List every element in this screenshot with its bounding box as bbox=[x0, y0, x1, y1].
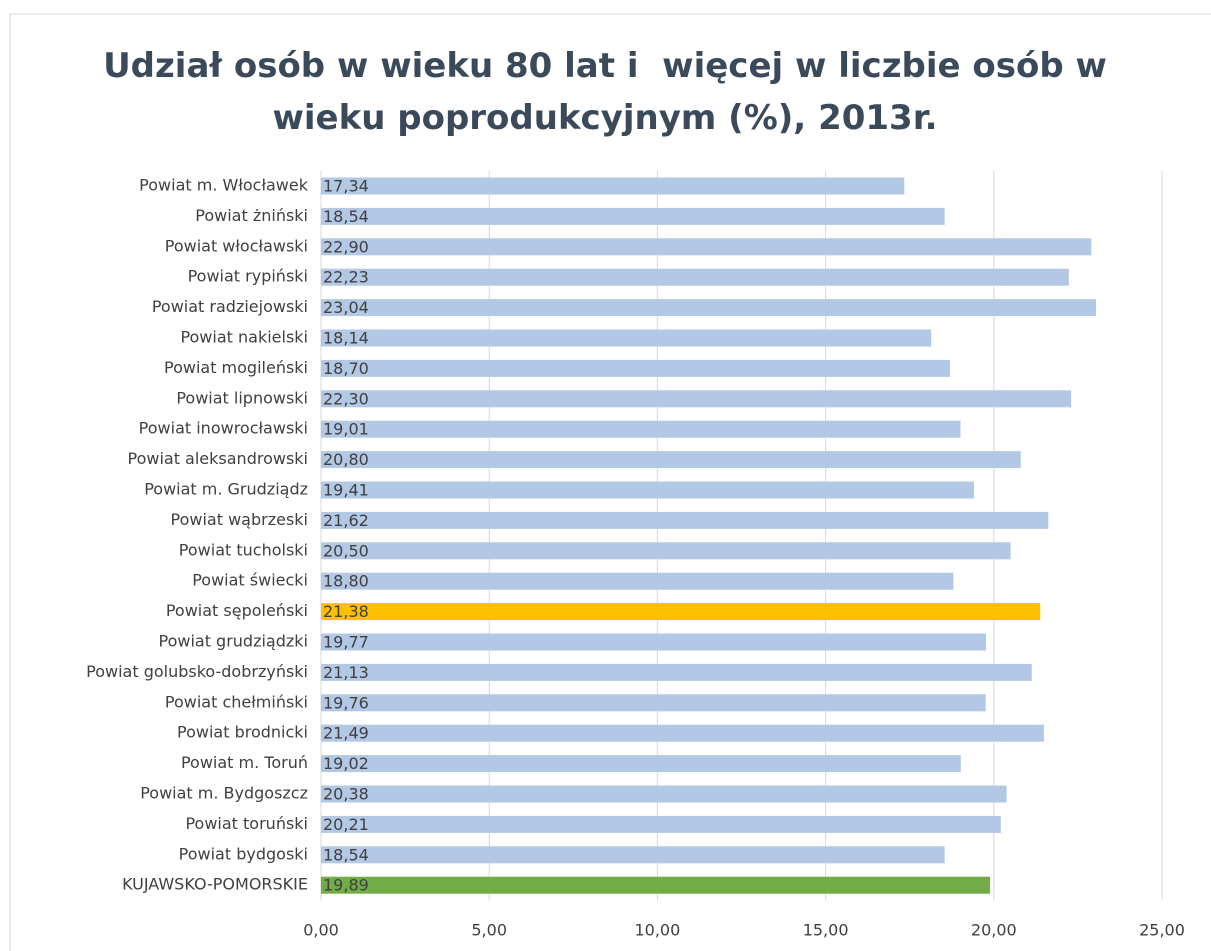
y-tick-label: KUJAWSKO-POMORSKIE bbox=[122, 875, 308, 894]
bar bbox=[321, 815, 1001, 833]
y-tick-label: Powiat świecki bbox=[192, 571, 308, 590]
bar bbox=[321, 238, 1092, 256]
chart-frame bbox=[9, 13, 1211, 951]
y-tick-label: Powiat wąbrzeski bbox=[171, 510, 308, 529]
x-tick-label: 10,00 bbox=[634, 921, 680, 940]
bar bbox=[321, 451, 1021, 469]
bar bbox=[321, 420, 961, 438]
data-label: 19,76 bbox=[323, 693, 369, 712]
data-label: 21,49 bbox=[323, 724, 369, 743]
bar bbox=[321, 846, 945, 864]
y-tick-label: Powiat włocławski bbox=[165, 236, 308, 255]
y-tick-label: Powiat rypiński bbox=[188, 267, 308, 286]
y-tick-label: Powiat inowrocławski bbox=[139, 419, 308, 438]
y-tick-label: Powiat chełmiński bbox=[165, 692, 308, 711]
data-label: 18,80 bbox=[323, 572, 369, 591]
y-tick-label: Powiat aleksandrowski bbox=[127, 449, 308, 468]
x-tick-label: 20,00 bbox=[971, 921, 1017, 940]
bar bbox=[321, 572, 954, 590]
bar bbox=[321, 785, 1007, 803]
y-tick-label: Powiat brodnicki bbox=[177, 723, 308, 742]
x-tick-label: 15,00 bbox=[803, 921, 849, 940]
data-label: 22,30 bbox=[323, 389, 369, 408]
bar bbox=[321, 694, 986, 712]
data-label: 23,04 bbox=[323, 298, 369, 317]
y-tick-label: Powiat nakielski bbox=[180, 328, 308, 347]
bar bbox=[321, 603, 1041, 621]
y-tick-label: Powiat golubsko-dobrzyński bbox=[86, 662, 308, 681]
bar bbox=[321, 359, 951, 377]
bar bbox=[321, 511, 1049, 529]
data-label: 21,13 bbox=[323, 663, 369, 682]
bar bbox=[321, 755, 961, 773]
bar bbox=[321, 390, 1072, 408]
y-tick-label: Powiat sępoleński bbox=[166, 601, 308, 620]
bar bbox=[321, 663, 1032, 681]
data-label: 20,21 bbox=[323, 815, 369, 834]
data-label: 21,38 bbox=[323, 602, 369, 621]
data-label: 20,80 bbox=[323, 450, 369, 469]
data-label: 22,23 bbox=[323, 268, 369, 287]
data-label: 22,90 bbox=[323, 237, 369, 256]
x-tick-label: 25,00 bbox=[1139, 921, 1185, 940]
data-label: 18,14 bbox=[323, 329, 369, 348]
data-label: 17,34 bbox=[323, 177, 369, 196]
bar bbox=[321, 329, 932, 347]
bar bbox=[321, 542, 1011, 560]
y-tick-label: Powiat m. Bydgoszcz bbox=[140, 784, 308, 803]
data-label: 19,89 bbox=[323, 876, 369, 895]
data-label: 18,54 bbox=[323, 845, 369, 864]
y-tick-label: Powiat żniński bbox=[195, 206, 308, 225]
y-tick-label: Powiat grudziądzki bbox=[158, 632, 308, 651]
data-label: 18,70 bbox=[323, 359, 369, 378]
bar bbox=[321, 207, 945, 225]
bar bbox=[321, 633, 987, 651]
x-tick-label: 5,00 bbox=[471, 921, 507, 940]
y-tick-label: Powiat m. Toruń bbox=[181, 753, 308, 772]
y-tick-label: Powiat bydgoski bbox=[179, 844, 308, 863]
y-tick-label: Powiat m. Włocławek bbox=[139, 176, 309, 195]
bar bbox=[321, 724, 1044, 742]
data-label: 19,41 bbox=[323, 481, 369, 500]
y-tick-label: Powiat mogileński bbox=[164, 358, 308, 377]
data-label: 20,50 bbox=[323, 541, 369, 560]
y-tick-label: Powiat lipnowski bbox=[176, 388, 308, 407]
data-label: 19,01 bbox=[323, 420, 369, 439]
y-tick-label: Powiat radziejowski bbox=[152, 297, 308, 316]
bar bbox=[321, 481, 974, 499]
y-tick-label: Powiat m. Grudziądz bbox=[144, 480, 308, 499]
bar bbox=[321, 177, 905, 195]
bar bbox=[321, 268, 1069, 286]
bar bbox=[321, 876, 991, 894]
y-tick-label: Powiat tucholski bbox=[179, 540, 308, 559]
data-label: 19,02 bbox=[323, 754, 369, 773]
data-label: 18,54 bbox=[323, 207, 369, 226]
x-tick-label: 0,00 bbox=[303, 921, 339, 940]
data-label: 19,77 bbox=[323, 633, 369, 652]
chart-title: Udział osób w wieku 80 lat i więcej w li… bbox=[103, 46, 1119, 138]
bar bbox=[321, 299, 1097, 317]
data-label: 20,38 bbox=[323, 785, 369, 804]
data-label: 21,62 bbox=[323, 511, 369, 530]
y-tick-label: Powiat toruński bbox=[185, 814, 308, 833]
